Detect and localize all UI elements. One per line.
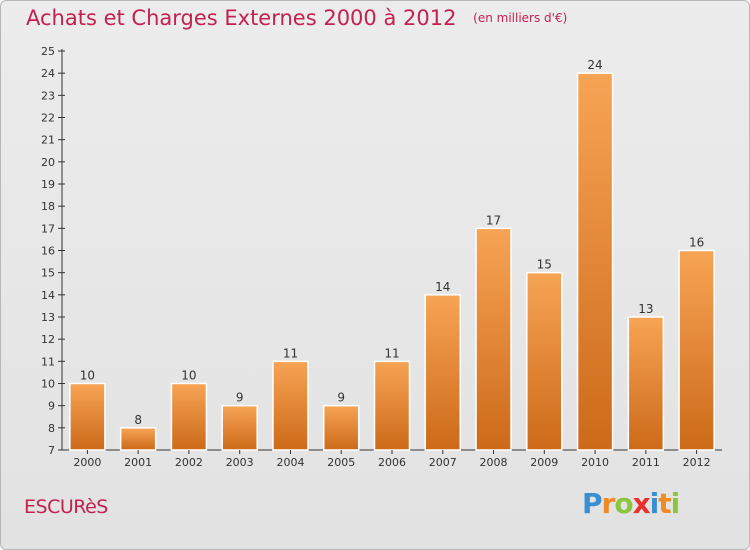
x-tick-label: 2006 xyxy=(378,456,406,469)
y-tick-label: 15 xyxy=(41,267,55,280)
bar-value-label: 17 xyxy=(486,213,501,227)
bar-value-label: 11 xyxy=(283,346,298,360)
x-tick-label: 2010 xyxy=(581,456,609,469)
x-tick-label: 2003 xyxy=(226,456,254,469)
x-tick-label: 2008 xyxy=(480,456,508,469)
x-tick-label: 2001 xyxy=(124,456,152,469)
bar-value-label: 15 xyxy=(537,258,552,272)
bar xyxy=(475,227,512,451)
bar xyxy=(119,427,157,451)
bar xyxy=(272,360,309,451)
y-tick-label: 18 xyxy=(41,200,55,213)
bar xyxy=(627,316,665,451)
x-tick-label: 2011 xyxy=(632,456,660,469)
proxiti-logo: Proxiti xyxy=(582,487,680,520)
y-tick-label: 13 xyxy=(41,311,55,324)
y-tick-label: 21 xyxy=(41,134,55,147)
x-tick-label: 2012 xyxy=(683,456,711,469)
bar-value-label: 11 xyxy=(384,346,399,360)
bar xyxy=(69,382,106,451)
bar xyxy=(678,249,715,451)
y-tick-label: 7 xyxy=(48,444,55,457)
bar xyxy=(221,404,258,451)
bar-value-label: 10 xyxy=(80,369,95,383)
chart-subtitle: (en milliers d'€) xyxy=(473,11,568,25)
x-tick-label: 2004 xyxy=(276,456,304,469)
y-tick-label: 22 xyxy=(41,112,55,125)
bar-value-label: 8 xyxy=(134,413,142,427)
y-tick-label: 14 xyxy=(41,289,55,302)
y-tick-label: 25 xyxy=(41,45,55,58)
chart-title: Achats et Charges Externes 2000 à 2012 xyxy=(26,6,457,30)
bar-value-label: 10 xyxy=(181,369,196,383)
x-tick-label: 2005 xyxy=(327,456,355,469)
x-tick-label: 2009 xyxy=(530,456,558,469)
commune-name: ESCURèS xyxy=(24,496,108,518)
bar xyxy=(373,360,411,451)
bar xyxy=(526,271,563,451)
bar xyxy=(170,382,208,451)
bar-value-label: 9 xyxy=(337,391,345,405)
y-tick-label: 19 xyxy=(41,178,55,191)
y-tick-label: 17 xyxy=(41,222,55,235)
y-tick-label: 24 xyxy=(41,67,55,80)
bar xyxy=(322,404,360,451)
bar-value-label: 16 xyxy=(689,236,704,250)
bar xyxy=(576,72,614,451)
bar xyxy=(424,294,462,451)
bar-value-label: 24 xyxy=(587,58,602,72)
y-tick-label: 23 xyxy=(41,89,55,102)
bar-value-label: 14 xyxy=(435,280,450,294)
y-tick-label: 11 xyxy=(41,355,55,368)
y-tick-label: 9 xyxy=(48,400,55,413)
x-tick-label: 2002 xyxy=(175,456,203,469)
bar-value-label: 13 xyxy=(638,302,653,316)
y-tick-label: 10 xyxy=(41,378,55,391)
x-tick-label: 2007 xyxy=(429,456,457,469)
y-tick-label: 8 xyxy=(48,422,55,435)
y-tick-label: 16 xyxy=(41,245,55,258)
chart-title-block: Achats et Charges Externes 2000 à 2012 (… xyxy=(26,6,567,30)
x-tick-label: 2000 xyxy=(73,456,101,469)
bar-value-label: 9 xyxy=(236,391,244,405)
y-tick-label: 12 xyxy=(41,333,55,346)
y-tick-label: 20 xyxy=(41,156,55,169)
